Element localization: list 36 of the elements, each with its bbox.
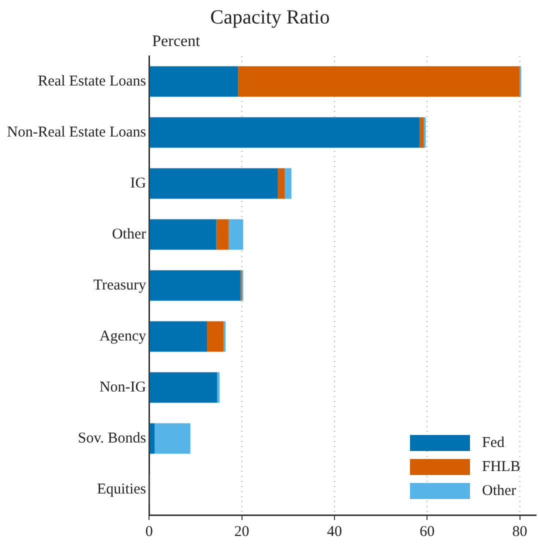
legend-label: Fed: [482, 434, 505, 451]
bar: [217, 372, 220, 403]
y-tick-label: Equities: [96, 481, 146, 498]
x-tick-label: 0: [145, 524, 153, 540]
y-tick-label: IG: [130, 175, 146, 192]
y-tick-label: Other: [112, 226, 146, 242]
bar: [420, 117, 424, 148]
x-tick-label: 20: [234, 524, 250, 540]
bar: [216, 219, 229, 250]
bar: [150, 321, 208, 352]
bar: [150, 270, 240, 301]
legend-label: FHLB: [482, 458, 520, 475]
bar: [207, 321, 224, 352]
chart-title: Capacity Ratio: [210, 6, 330, 28]
x-tick-label: 60: [420, 524, 435, 540]
bar: [150, 66, 238, 97]
bar: [150, 117, 420, 148]
x-tick-label: 80: [512, 524, 528, 540]
legend-label: Other: [482, 482, 516, 499]
x-axis-title: Percent: [152, 33, 201, 50]
bar: [150, 219, 216, 250]
bar: [284, 168, 292, 199]
y-tick-label: Real Estate Loans: [38, 73, 146, 90]
bar: [228, 219, 244, 250]
y-tick-label: Sov. Bonds: [78, 430, 146, 446]
bar: [150, 423, 155, 454]
x-tick-label: 40: [326, 524, 342, 540]
bar: [154, 423, 190, 454]
y-tick-label: Non-IG: [99, 379, 146, 396]
bar: [238, 66, 520, 97]
y-tick-label: Treasury: [93, 277, 147, 294]
bar: [150, 372, 218, 403]
y-tick-label: Non-Real Estate Loans: [7, 124, 146, 140]
bar: [278, 168, 285, 199]
y-tick-label: Agency: [99, 328, 147, 344]
bar: [150, 168, 278, 199]
